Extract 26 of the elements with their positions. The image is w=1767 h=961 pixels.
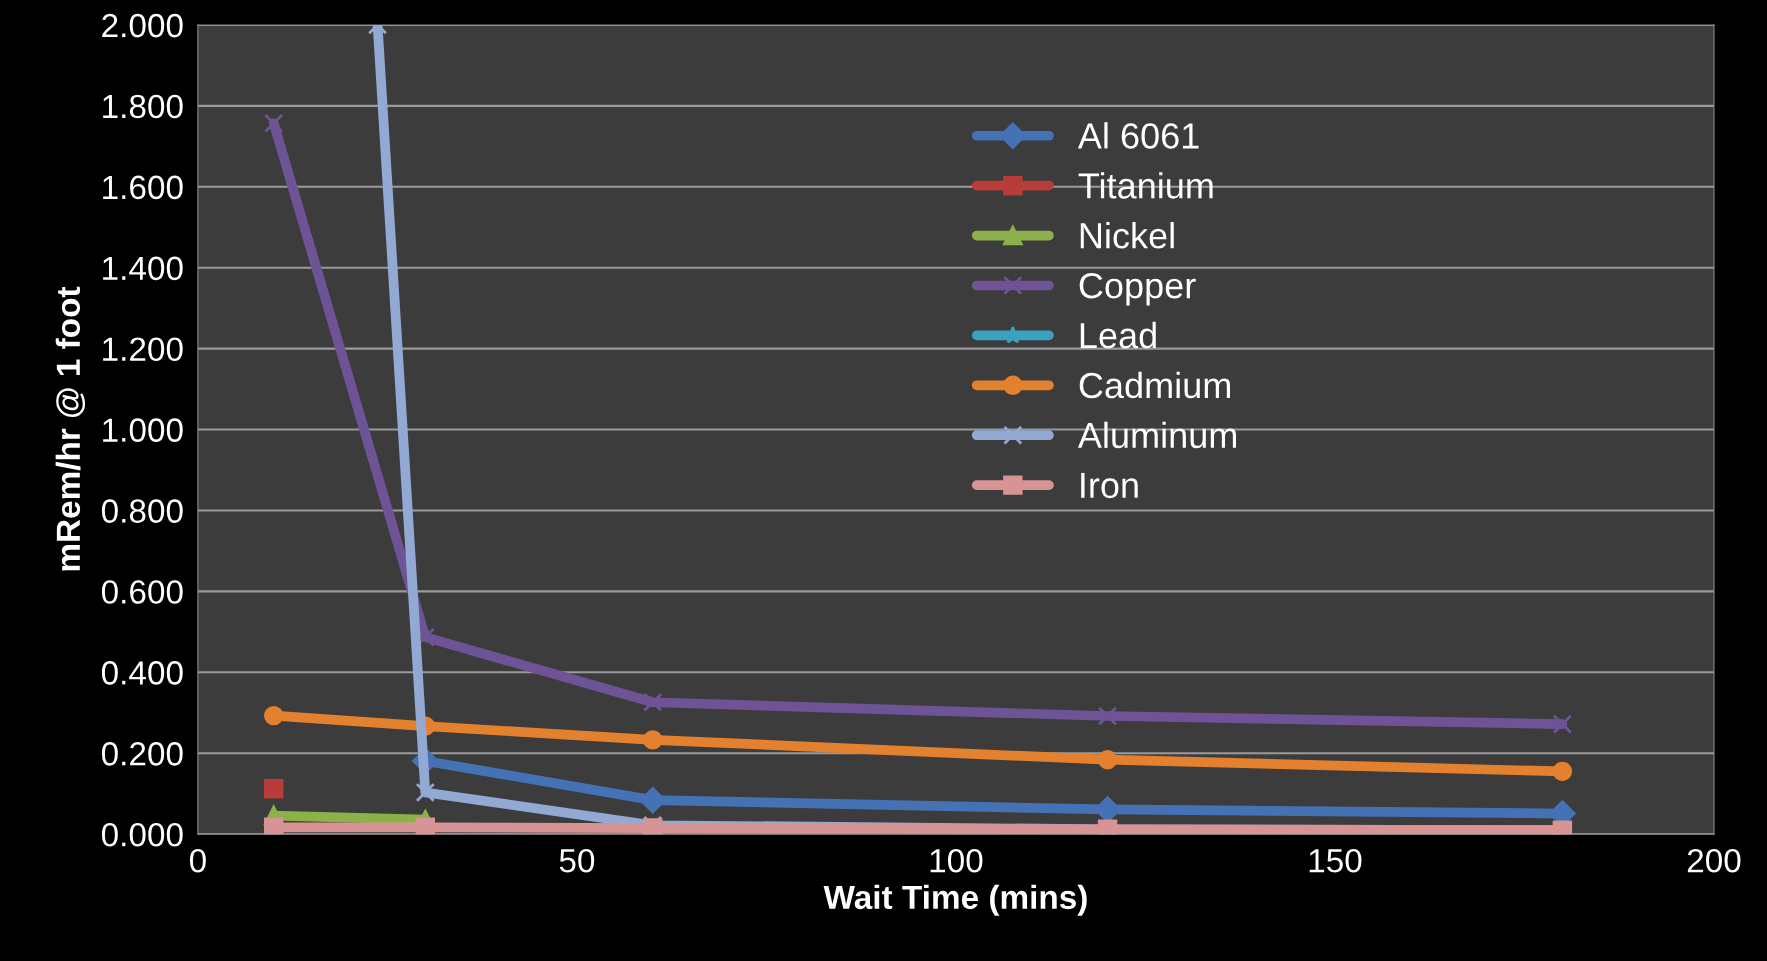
y-axis-title: mRem/hr @ 1 foot: [55, 286, 86, 571]
y-tick-label: 0.800: [101, 499, 183, 523]
y-tick-label: 0.400: [101, 661, 183, 685]
y-tick-label: 1.200: [103, 337, 183, 362]
y-tick-label: 1.000: [103, 418, 183, 442]
legend-label: Lead: [1080, 321, 1156, 349]
legend-label: Titanium: [1078, 172, 1213, 199]
y-tick-label: 0.200: [101, 742, 183, 766]
x-axis-title: Wait Time (mins): [823, 884, 1087, 916]
x-tick-label: 50: [559, 848, 595, 873]
x-tick-label: 100: [930, 848, 983, 873]
y-tick-label: 0.000: [101, 822, 183, 847]
x-tick-label: 0: [189, 848, 206, 873]
y-tick-label: 0.600: [101, 580, 183, 604]
y-tick-label: 1.400: [103, 256, 183, 281]
y-tick-label: 1.800: [103, 94, 183, 119]
x-tick-label: 150: [1309, 848, 1362, 873]
legend-label: Copper: [1079, 272, 1196, 306]
legend-label: Al 6061: [1077, 122, 1199, 149]
y-tick-label: 2.000: [102, 13, 183, 38]
legend-label: Iron: [1081, 472, 1138, 499]
legend-label: Cadmium: [1079, 371, 1230, 399]
x-tick-label: 200: [1687, 848, 1741, 873]
legend-label: Aluminum: [1077, 421, 1236, 449]
y-tick-label: 1.600: [103, 175, 183, 200]
legend-label: Nickel: [1080, 222, 1174, 249]
